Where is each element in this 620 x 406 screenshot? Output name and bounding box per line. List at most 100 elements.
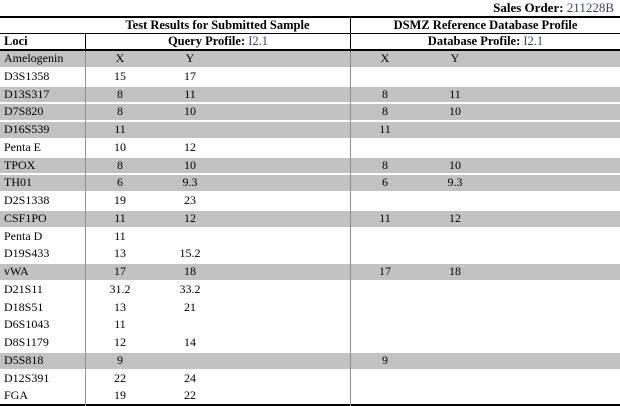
query-x-value: 31.2 [109,281,131,296]
locus-name: D12S391 [4,370,50,385]
query-filler [225,122,350,138]
database-profile-value: I2.1 [523,34,544,48]
database-x-value [350,300,420,316]
query-filler [225,175,350,191]
query-filler [225,211,350,227]
table-row: TPOX 8 10 8 10 [0,157,620,176]
query-filler [225,69,350,85]
query-filler [225,282,350,298]
str-profile-table: Test Results for Submitted Sample DSMZ R… [0,16,620,406]
database-profile-label: Database Profile: [427,34,521,48]
database-y-value: 11 [449,86,461,101]
query-x-value: 6 [117,175,123,190]
query-filler [225,335,350,351]
database-filler [490,122,620,138]
query-x-value: 11 [114,122,126,136]
locus-name: D6S1043 [4,317,50,332]
query-y-value: 9.3 [182,175,198,190]
query-y-value: 18 [184,264,196,278]
database-y-value: 12 [449,210,461,225]
query-y-value: 23 [184,193,196,207]
database-x-value [350,69,420,85]
sales-order: Sales Order: 211228B [493,0,614,15]
locus-name: Amelogenin [4,51,64,65]
query-y-value: 12 [184,139,196,154]
table-row: TH01 6 9.3 6 9.3 [0,175,620,193]
database-filler [490,140,620,156]
database-y-value [420,246,490,262]
locus-name: FGA [4,388,29,403]
query-x-value: 11 [114,228,126,243]
query-y-value: 11 [184,86,196,101]
locus-name: D7S820 [4,104,44,119]
query-y-value: 17 [184,68,196,83]
locus-name: D2S1338 [4,193,50,207]
database-x-value: 8 [382,157,388,172]
locus-name: Penta D [4,228,43,243]
database-filler [490,371,620,387]
database-filler [490,264,620,280]
query-x-value: 12 [114,335,126,349]
query-y-value [155,317,225,333]
locus-name: Penta E [4,139,41,154]
query-y-value: 33.2 [179,281,201,296]
query-filler [225,388,350,404]
query-x-value: 22 [114,370,126,385]
section-header-row: Test Results for Submitted Sample DSMZ R… [0,16,620,34]
database-filler [490,158,620,174]
database-profile-header: Database Profile: I2.1 [350,34,620,49]
database-y-value [420,353,490,369]
table-row: D2S1338 19 23 [0,193,620,211]
table-row: Penta E 10 12 [0,140,620,158]
database-x-value: 8 [382,86,388,101]
database-x-value [350,246,420,262]
database-y-value: 10 [449,104,461,119]
loci-column-divider [85,51,86,406]
database-x-value [350,317,420,333]
database-x-value: X [380,51,390,65]
database-y-value [420,229,490,245]
database-y-value [420,122,490,138]
query-profile-value: I2.1 [248,34,269,48]
database-x-value: 11 [379,122,391,136]
query-profile-label: Query Profile: [167,34,246,48]
database-filler [490,335,620,351]
database-x-value: 17 [379,264,391,278]
query-y-value: 24 [184,370,196,385]
query-filler [225,87,350,103]
database-y-value [420,335,490,351]
query-x-value: 8 [117,104,123,119]
table-row: D21S11 31.2 33.2 [0,282,620,300]
database-x-value [350,193,420,209]
database-x-value: 8 [382,104,388,119]
database-x-value [350,388,420,404]
locus-name: D5S818 [4,352,44,367]
database-y-value: 18 [449,264,461,278]
database-x-value [350,335,420,351]
section-divider [350,51,351,406]
database-x-value: 6 [382,175,388,190]
query-filler [225,140,350,156]
query-x-value: 13 [114,246,126,261]
query-y-value [155,229,225,245]
table-row: FGA 19 22 [0,388,620,406]
query-filler [225,246,350,262]
database-filler [490,353,620,369]
table-row: D7S820 8 10 8 10 [0,104,620,122]
query-filler [225,193,350,209]
query-y-value: 21 [184,299,196,314]
sales-order-label: Sales Order: [493,0,564,15]
database-filler [490,193,620,209]
loci-column-header: Loci [4,34,28,48]
table-row: D6S1043 11 [0,317,620,335]
database-filler [490,246,620,262]
query-y-value: 15.2 [179,246,201,261]
locus-name: D21S11 [4,281,43,296]
locus-name: CSF1PO [4,210,47,225]
table-row: CSF1PO 11 12 11 12 [0,210,620,229]
table-body: Amelogenin X Y X Y D3S1358 15 17 D13S317 8 11 8 11 D7… [0,51,620,406]
database-y-value [420,371,490,387]
locus-name: D16S539 [4,122,50,136]
database-filler [490,69,620,85]
database-filler [490,211,620,227]
